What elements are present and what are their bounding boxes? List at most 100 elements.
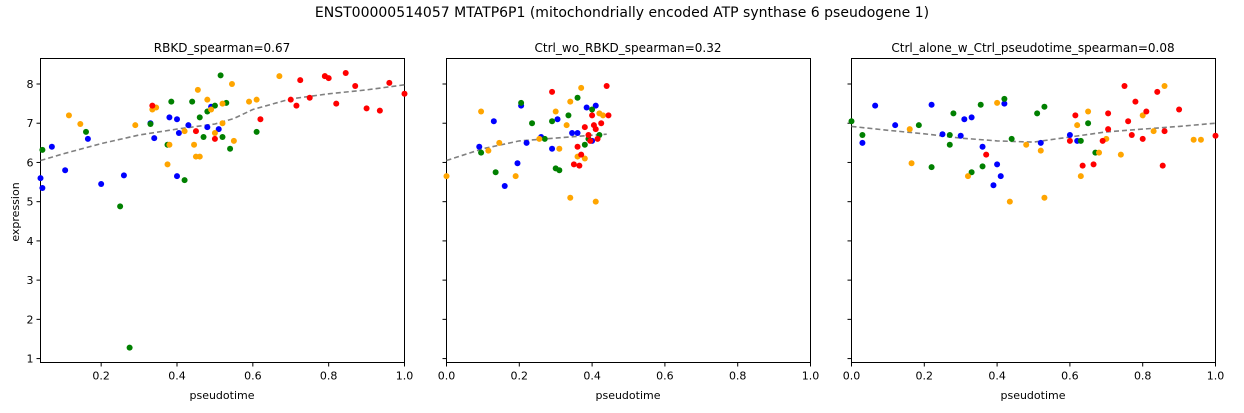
- trend-line: [851, 122, 1216, 143]
- y-tick-label: 5: [27, 196, 34, 209]
- data-point-red: [1159, 162, 1166, 169]
- data-point-green: [848, 118, 855, 125]
- x-tick-label: 0.6: [656, 370, 674, 383]
- data-point-red: [585, 131, 592, 138]
- x-tick-label: 0.2: [511, 370, 529, 383]
- x-tick-label: 0.4: [988, 370, 1006, 383]
- figure-title: ENST00000514057 MTATP6P1 (mitochondriall…: [315, 5, 929, 21]
- data-point-blue: [1037, 139, 1044, 146]
- data-point-green: [565, 112, 572, 119]
- data-point-green: [529, 120, 536, 127]
- data-point-orange: [567, 98, 574, 105]
- panel-rbkd: RBKD_spearman=0.67 pseudotime expression…: [9, 41, 413, 402]
- data-point-red: [257, 116, 264, 123]
- data-point-green: [83, 128, 89, 135]
- data-point-orange: [166, 141, 173, 148]
- data-point-blue: [994, 161, 1001, 168]
- data-point-red: [589, 112, 596, 119]
- data-point-green: [200, 133, 207, 140]
- data-point-red: [1072, 112, 1079, 119]
- data-point-red: [578, 151, 585, 158]
- x-tick-label: 0.8: [320, 370, 338, 383]
- data-point-orange: [1161, 82, 1168, 89]
- y-tick-label: 3: [27, 274, 34, 287]
- data-point-green: [196, 114, 203, 121]
- data-point-blue: [979, 143, 986, 150]
- data-point-orange: [228, 80, 235, 87]
- data-point-red: [333, 100, 340, 107]
- data-point-green: [556, 167, 563, 174]
- tick-layer: 0.0 0.2 0.4 0.6 0.8 1.0: [438, 83, 819, 383]
- data-point-red: [363, 105, 370, 112]
- data-point-orange: [219, 120, 226, 127]
- x-tick-label: 0.8: [1134, 370, 1152, 383]
- x-tick-label: 0.0: [843, 370, 861, 383]
- data-point-orange: [908, 160, 915, 167]
- data-point-red: [1099, 137, 1106, 144]
- data-point-blue: [872, 102, 879, 109]
- panel-title: Ctrl_wo_RBKD_spearman=0.32: [535, 41, 722, 55]
- data-point-green: [219, 133, 226, 140]
- data-point-orange: [77, 121, 84, 128]
- data-point-green: [549, 118, 556, 125]
- data-point-red: [1132, 98, 1139, 105]
- data-point-orange: [1006, 198, 1013, 205]
- data-point-blue: [997, 173, 1004, 180]
- data-point-orange: [478, 108, 485, 115]
- data-point-green: [227, 145, 234, 152]
- x-tick-label: 0.6: [244, 370, 262, 383]
- data-point-green: [859, 131, 866, 138]
- data-point-blue: [39, 184, 46, 191]
- panel-title: RBKD_spearman=0.67: [154, 41, 290, 55]
- data-point-orange: [1037, 147, 1044, 154]
- data-point-blue: [1066, 131, 1073, 138]
- data-point-green: [189, 98, 196, 105]
- data-point-blue: [1001, 100, 1008, 107]
- data-point-green: [541, 135, 548, 142]
- points-layer: [848, 82, 1219, 205]
- y-tick-label: 8: [27, 78, 34, 91]
- data-point-orange: [556, 145, 563, 152]
- data-point-red: [376, 107, 383, 114]
- x-tick-label: 1.0: [396, 370, 414, 383]
- data-point-orange: [964, 173, 971, 180]
- data-point-green: [946, 131, 953, 138]
- data-point-orange: [485, 147, 492, 154]
- data-point-orange: [181, 128, 188, 135]
- x-tick-label: 1.0: [1207, 370, 1225, 383]
- data-point-blue: [859, 139, 866, 146]
- y-tick-label: 2: [27, 313, 34, 326]
- data-point-red: [605, 112, 612, 119]
- x-axis-label: pseudotime: [189, 389, 254, 402]
- data-point-orange: [65, 112, 72, 119]
- data-point-green: [1077, 137, 1084, 144]
- data-point-blue: [476, 143, 483, 150]
- data-point-blue: [968, 114, 975, 121]
- data-point-red: [549, 88, 556, 95]
- data-point-orange: [1077, 173, 1084, 180]
- data-point-orange: [204, 96, 211, 103]
- tick-layer: 0.2 0.4 0.6 0.8 1.0 1 2 3 4 5 6 7 8: [27, 78, 414, 383]
- x-tick-label: 0.4: [583, 370, 601, 383]
- data-point-red: [293, 102, 300, 109]
- data-point-blue: [957, 132, 964, 139]
- data-point-green: [1034, 110, 1041, 117]
- data-point-red: [1125, 118, 1132, 125]
- data-point-orange: [563, 122, 570, 129]
- data-point-orange: [496, 139, 503, 146]
- data-point-blue: [84, 135, 91, 142]
- x-tick-label: 0.2: [92, 370, 110, 383]
- data-point-orange: [994, 99, 1001, 106]
- data-point-blue: [174, 173, 180, 180]
- y-tick-label: 1: [27, 353, 34, 366]
- data-point-blue: [592, 102, 599, 109]
- data-point-blue: [174, 116, 180, 123]
- data-point-red: [587, 137, 594, 144]
- data-point-blue: [151, 135, 158, 142]
- x-tick-label: 0.0: [438, 370, 456, 383]
- x-tick-label: 0.8: [729, 370, 747, 383]
- data-point-green: [117, 203, 124, 210]
- data-point-blue: [175, 130, 182, 137]
- data-point-red: [1066, 137, 1073, 144]
- data-point-blue: [37, 175, 44, 182]
